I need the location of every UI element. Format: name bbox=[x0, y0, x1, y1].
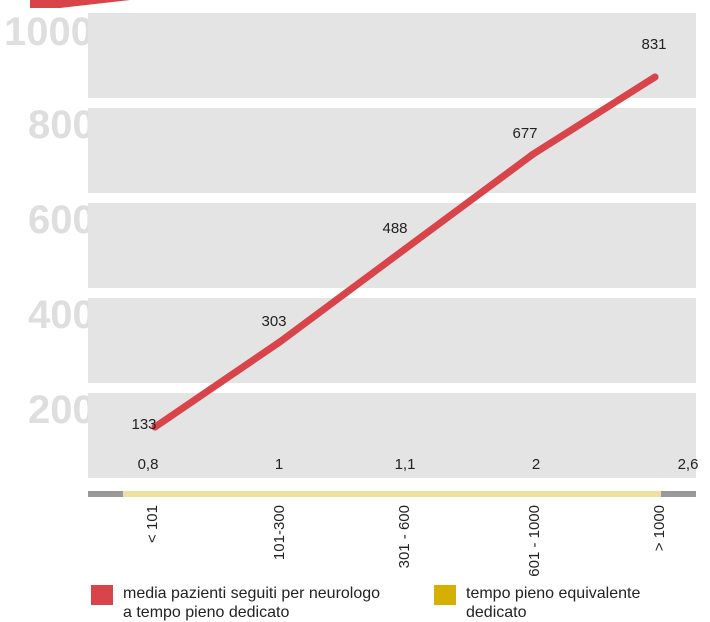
data-label-pazienti-2: 303 bbox=[261, 313, 286, 330]
data-label-tempo-pieno-2: 1 bbox=[275, 456, 283, 473]
data-point-pazienti-5 bbox=[651, 73, 659, 81]
y-tick-600: 600 bbox=[28, 198, 95, 242]
grid-band-overlay-2 bbox=[88, 108, 148, 193]
axis-bar-fill bbox=[123, 491, 661, 497]
data-label-tempo-pieno-4: 2 bbox=[532, 456, 540, 473]
x-axis-bar bbox=[88, 491, 696, 497]
series-layer: 133 303 488 677 831 0,8 1 1,1 2 2,6 bbox=[131, 36, 698, 473]
legend-item-pazienti: media pazienti seguiti per neurologo a t… bbox=[91, 584, 391, 622]
y-tick-800: 800 bbox=[28, 103, 95, 147]
data-point-pazienti-3 bbox=[401, 245, 409, 253]
grid-band-overlay-3 bbox=[88, 203, 148, 288]
legend-label-tempo-pieno: tempo pieno equivalente dedicato bbox=[466, 585, 641, 621]
y-tick-400: 400 bbox=[28, 293, 95, 337]
grid-band-4 bbox=[88, 298, 696, 383]
legend-label-pazienti: media pazienti seguiti per neurologo a t… bbox=[123, 585, 381, 621]
data-point-pazienti-1 bbox=[151, 423, 159, 431]
grid-band-overlay-1 bbox=[88, 13, 148, 98]
grid-band-2 bbox=[88, 108, 696, 193]
grid-bands bbox=[88, 13, 696, 478]
grid-band-5 bbox=[88, 393, 696, 478]
x-tick-4: 601 - 1000 bbox=[526, 505, 543, 577]
y-tick-labels: 200 400 600 800 1000 bbox=[4, 0, 148, 478]
y-tick-200: 200 bbox=[28, 388, 95, 432]
data-point-pazienti-2 bbox=[276, 338, 284, 346]
chart: 200 400 600 800 1000 133 303 488 677 831 0,8 1 1,1 2… bbox=[4, 0, 698, 577]
x-tick-5: > 1000 bbox=[651, 505, 668, 551]
data-label-tempo-pieno-5: 2,6 bbox=[678, 456, 699, 473]
x-tick-2: 101-300 bbox=[271, 505, 288, 560]
data-label-pazienti-1: 133 bbox=[131, 416, 156, 433]
x-tick-labels: < 101 101-300 301 - 600 601 - 1000 > 1000 bbox=[144, 505, 668, 577]
data-point-pazienti-4 bbox=[529, 150, 537, 158]
grid-band-overlay-4 bbox=[88, 298, 148, 383]
data-label-tempo-pieno-1: 0,8 bbox=[138, 456, 159, 473]
grid-band-1 bbox=[88, 13, 696, 98]
legend-item-tempo-pieno: tempo pieno equivalente dedicato bbox=[434, 584, 704, 622]
grid-band-3 bbox=[88, 203, 696, 288]
x-tick-1: < 101 bbox=[144, 505, 161, 543]
legend-swatch-yellow bbox=[434, 585, 456, 605]
grid-band-overlay-5 bbox=[88, 393, 148, 478]
data-label-tempo-pieno-3: 1,1 bbox=[395, 456, 416, 473]
x-tick-3: 301 - 600 bbox=[396, 505, 413, 568]
data-label-pazienti-5: 831 bbox=[641, 36, 666, 53]
accent-tab bbox=[30, 0, 130, 8]
y-tick-1000: 1000 bbox=[4, 10, 93, 54]
data-label-pazienti-4: 677 bbox=[512, 125, 537, 142]
data-label-pazienti-3: 488 bbox=[382, 220, 407, 237]
legend-swatch-red bbox=[91, 585, 113, 605]
